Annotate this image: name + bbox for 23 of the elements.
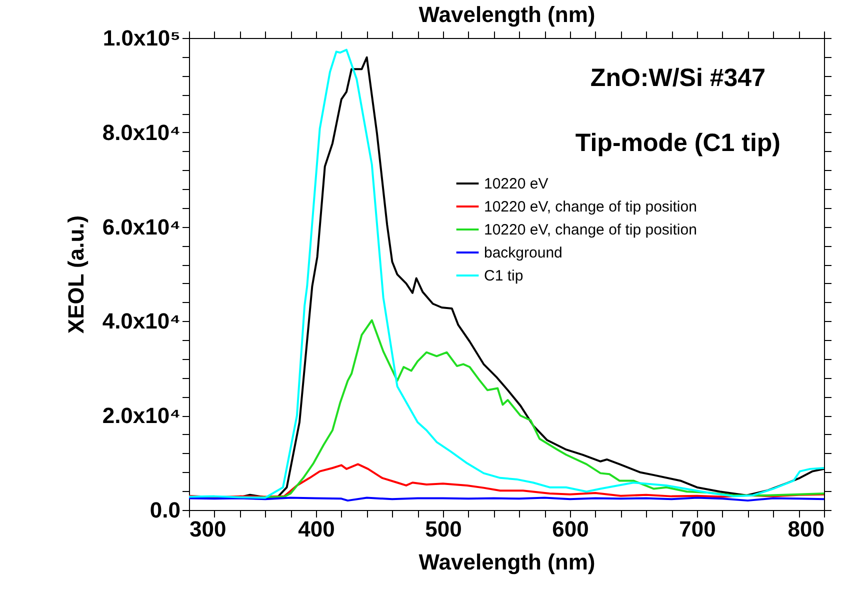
y-tick-label: 0.0	[150, 498, 180, 522]
legend-label: background	[484, 244, 562, 262]
y-tick-label: 1.0x10⁵	[102, 26, 180, 50]
x2-axis-title: Wavelength (nm)	[418, 2, 596, 27]
x-tick-label: 300	[190, 516, 226, 542]
y-tick-label: 2.0x10⁴	[102, 403, 180, 428]
y-axis-title: XEOL (a.u.)	[63, 215, 88, 334]
annotation: Tip-mode (C1 tip)	[575, 129, 780, 157]
x-axis-title: Wavelength (nm)	[418, 550, 596, 574]
legend-label: 10220 eV, change of tip position	[484, 222, 697, 238]
x-tick-label: 600	[552, 516, 589, 542]
y-tick-label: 4.0x10⁴	[102, 308, 180, 334]
x-tick-label: 400	[298, 516, 335, 542]
legend-label: C1 tip	[484, 268, 524, 284]
x-tick-label: 700	[679, 516, 716, 542]
y-tick-label: 8.0x10⁴	[102, 120, 180, 145]
annotation: ZnO:W/Si #347	[590, 64, 766, 92]
line-series	[188, 463, 825, 498]
x-tick-label: 800	[788, 516, 824, 542]
x-tick-label: 500	[425, 516, 462, 542]
legend-label: 10220 eV, change of tip position	[484, 198, 697, 216]
y-tick-label: 6.0x10⁴	[102, 214, 180, 240]
legend-label: 10220 eV	[484, 176, 548, 192]
